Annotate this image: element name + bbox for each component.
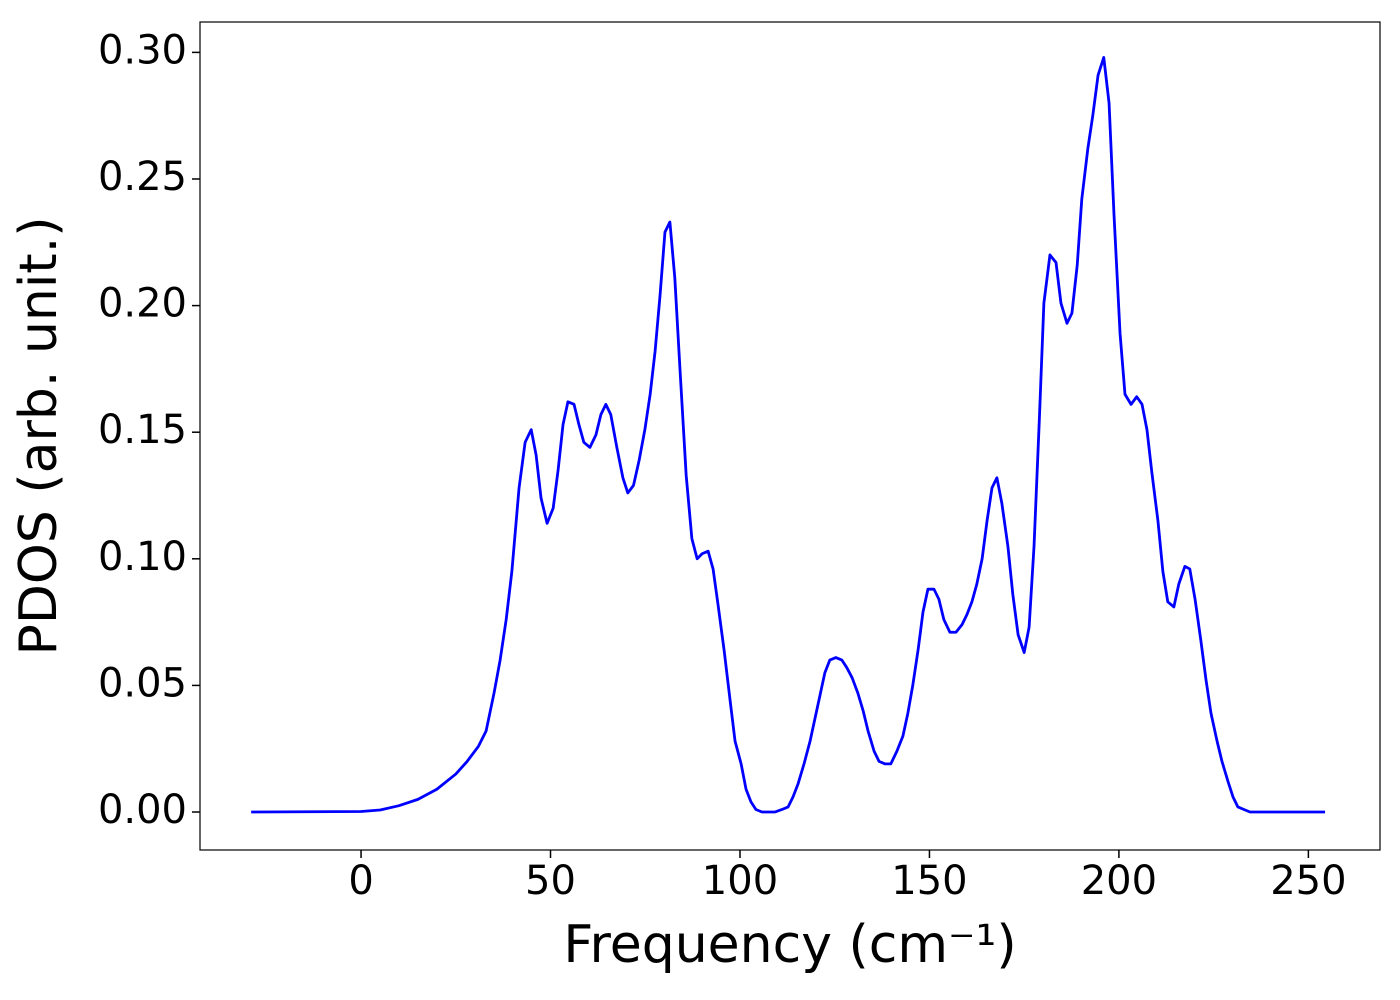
y-tick-label: 0.15: [98, 407, 187, 453]
x-tick-label: 150: [891, 858, 967, 904]
x-axis-label: Frequency (cm⁻¹): [563, 915, 1016, 975]
x-tick-label: 200: [1081, 858, 1157, 904]
y-tick-label: 0.30: [98, 27, 187, 73]
plot-frame: [199, 21, 1381, 851]
line: [251, 56, 1326, 814]
x-tick-label: 250: [1270, 858, 1346, 904]
x-tick-label: 50: [525, 858, 576, 904]
x-tick-label: 100: [702, 858, 778, 904]
x-tick-label: 0: [348, 858, 373, 904]
y-axis-label: PDOS (arb. unit.): [9, 216, 69, 655]
y-tick-label: 0.20: [98, 281, 187, 327]
y-tick-label: 0.10: [98, 534, 187, 580]
y-tick-label: 0.00: [98, 787, 187, 833]
y-tick-label: 0.25: [98, 154, 187, 200]
y-tick-label: 0.05: [98, 660, 187, 706]
